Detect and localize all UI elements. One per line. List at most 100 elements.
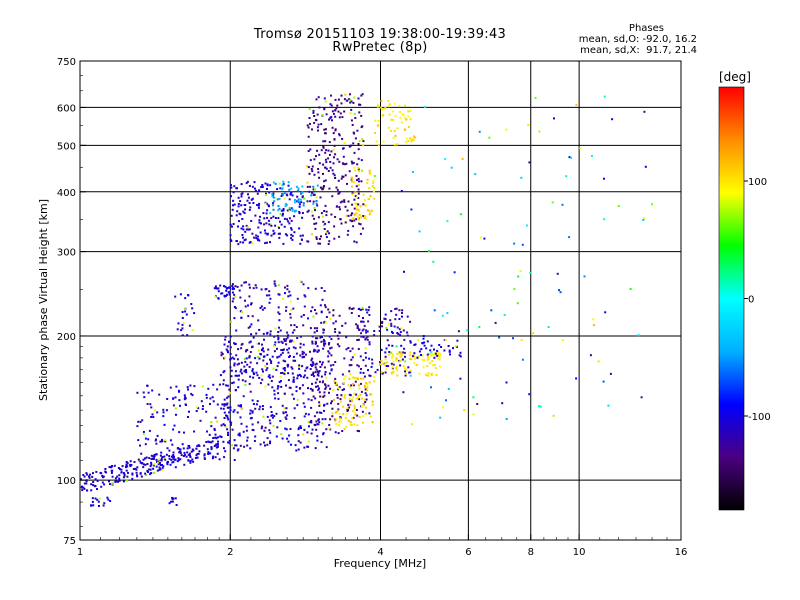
data-point <box>206 430 208 433</box>
data-point <box>371 358 374 361</box>
y-tick-label: 100 <box>57 476 76 487</box>
data-point <box>394 134 397 137</box>
data-point <box>255 332 258 335</box>
data-point <box>404 117 407 120</box>
data-point <box>319 304 322 307</box>
data-point <box>390 372 393 375</box>
data-point <box>362 336 365 339</box>
data-point <box>290 227 293 230</box>
data-point <box>253 440 256 442</box>
data-point <box>304 295 307 298</box>
data-point <box>444 338 447 341</box>
data-point <box>224 425 227 428</box>
data-point <box>317 374 320 377</box>
data-point <box>192 460 195 463</box>
data-point <box>349 386 352 389</box>
data-point <box>325 149 328 152</box>
data-point <box>123 472 125 475</box>
data-point <box>318 421 321 424</box>
data-point <box>177 322 180 325</box>
chart-title: Tromsø 20151103 19:38:00-19:39:43 <box>253 27 507 42</box>
data-point <box>353 214 356 217</box>
data-point <box>171 496 174 499</box>
data-point <box>158 468 161 471</box>
data-point <box>310 168 313 170</box>
data-point <box>365 356 367 359</box>
data-point <box>291 339 293 342</box>
data-point <box>303 305 306 308</box>
data-point <box>229 424 232 426</box>
data-point <box>629 287 632 290</box>
data-point <box>304 353 307 356</box>
data-point <box>151 413 154 416</box>
data-point <box>360 114 363 117</box>
data-point <box>403 351 406 354</box>
data-point <box>313 115 316 117</box>
data-point <box>516 302 519 305</box>
data-point <box>349 421 352 424</box>
data-point <box>280 385 283 388</box>
data-point <box>355 397 358 400</box>
data-point <box>423 344 426 347</box>
data-point <box>262 355 265 358</box>
data-point <box>312 111 315 114</box>
data-point <box>338 134 341 137</box>
colorbar <box>718 86 745 511</box>
data-point <box>401 309 404 312</box>
data-point <box>321 395 324 398</box>
data-point <box>277 361 280 364</box>
data-point <box>272 229 275 232</box>
data-point <box>459 213 462 216</box>
data-point <box>234 285 237 288</box>
data-point <box>316 126 319 129</box>
data-point <box>228 411 231 414</box>
data-point <box>369 195 372 198</box>
data-point <box>381 108 384 111</box>
data-point <box>284 286 286 289</box>
data-point <box>393 143 396 146</box>
data-point <box>300 238 303 241</box>
data-point <box>248 202 251 204</box>
data-point <box>351 178 354 181</box>
data-point <box>228 388 231 391</box>
data-point <box>437 351 440 354</box>
data-point <box>271 416 274 419</box>
data-point <box>182 455 185 457</box>
data-point <box>357 188 360 191</box>
data-point <box>162 465 165 468</box>
data-point <box>235 354 238 357</box>
data-point <box>239 416 242 419</box>
data-point <box>519 270 522 273</box>
data-point <box>325 446 328 449</box>
data-point <box>272 202 274 205</box>
data-point <box>153 457 155 460</box>
data-point <box>327 350 330 353</box>
data-point <box>298 426 301 429</box>
data-point <box>147 468 150 471</box>
data-point <box>159 461 161 464</box>
data-point <box>210 446 213 449</box>
data-point <box>284 416 287 419</box>
data-point <box>276 347 278 350</box>
data-point <box>316 113 319 116</box>
data-point <box>344 375 347 378</box>
data-point <box>277 205 280 208</box>
data-point <box>97 500 100 503</box>
data-point <box>413 362 416 365</box>
data-point <box>174 295 177 298</box>
data-point <box>157 463 160 466</box>
data-point <box>357 177 360 180</box>
data-point <box>314 366 317 369</box>
data-point <box>358 180 360 183</box>
data-point <box>265 202 268 205</box>
data-point <box>203 458 206 460</box>
data-point <box>223 343 226 346</box>
data-point <box>363 215 366 218</box>
data-point <box>399 364 402 367</box>
data-point <box>368 343 371 346</box>
data-point <box>108 466 111 468</box>
data-point <box>185 455 188 458</box>
data-point <box>305 367 308 370</box>
data-point <box>233 185 236 188</box>
data-point <box>344 394 347 397</box>
